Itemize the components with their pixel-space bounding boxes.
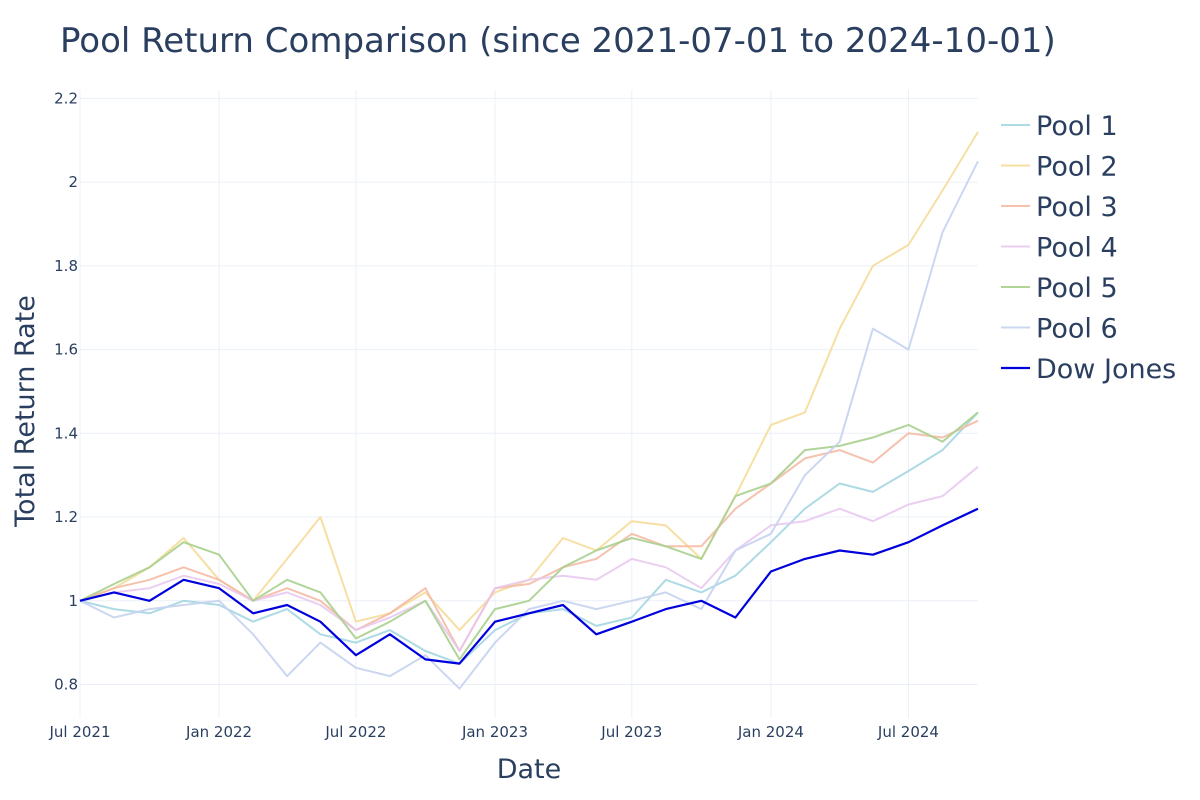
legend-item[interactable]: Pool 1 [1001, 111, 1118, 142]
legend-label: Pool 5 [1036, 273, 1118, 304]
y-tick-labels: 0.8 1 1.2 1.4 1.6 1.8 2 2.2 [54, 89, 78, 693]
legend-label: Pool 4 [1036, 233, 1118, 264]
legend-label: Pool 1 [1036, 111, 1118, 142]
y-tick-label: 1 [68, 592, 78, 610]
legend-item[interactable]: Pool 2 [1001, 152, 1118, 183]
series-line-dow-jones [79, 507, 979, 665]
y-axis-title: Total Return Rate [10, 295, 41, 528]
legend-label: Pool 3 [1036, 192, 1118, 223]
legend-item[interactable]: Pool 6 [1001, 314, 1118, 345]
x-tick-label: Jan 2024 [737, 723, 804, 741]
x-tick-label: Jul 2023 [600, 723, 662, 741]
series-line-pool-5 [79, 411, 979, 661]
y-tick-label: 1.4 [54, 424, 78, 442]
legend-item[interactable]: Pool 5 [1001, 273, 1118, 304]
y-tick-label: 0.8 [54, 676, 78, 694]
x-tick-label: Jul 2022 [324, 723, 386, 741]
gridlines [79, 90, 978, 718]
series-line-pool-1 [79, 411, 979, 665]
x-tick-label: Jan 2022 [185, 723, 252, 741]
y-tick-label: 1.2 [54, 508, 78, 526]
legend-label: Pool 2 [1036, 152, 1118, 183]
legend-item[interactable]: Pool 4 [1001, 233, 1118, 264]
legend-item[interactable]: Dow Jones [1001, 354, 1176, 385]
y-tick-label: 2 [68, 173, 78, 191]
series-line-pool-6 [79, 160, 979, 690]
x-tick-label: Jan 2023 [461, 723, 528, 741]
y-tick-label: 1.6 [54, 341, 78, 359]
legend[interactable]: Pool 1 Pool 2 Pool 3 Pool 4 Pool 5 Pool 6 Dow … [1001, 111, 1176, 385]
y-tick-label: 2.2 [54, 89, 78, 107]
x-tick-label: Jul 2024 [877, 723, 939, 741]
y-tick-label: 1.8 [54, 257, 78, 275]
x-tick-labels: Jul 2021 Jan 2022 Jul 2022 Jan 2023 Jul 2023… [48, 723, 939, 741]
legend-label: Dow Jones [1036, 354, 1176, 385]
chart-title: Pool Return Comparison (since 2021-07-01… [60, 21, 1056, 61]
series-line-pool-4 [79, 466, 979, 652]
series-line-pool-3 [79, 419, 979, 652]
x-tick-label: Jul 2021 [48, 723, 110, 741]
series-line-pool-2 [79, 131, 979, 632]
legend-label: Pool 6 [1036, 314, 1118, 345]
x-axis-title: Date [497, 754, 562, 785]
plot-area [79, 131, 979, 690]
legend-item[interactable]: Pool 3 [1001, 192, 1118, 223]
